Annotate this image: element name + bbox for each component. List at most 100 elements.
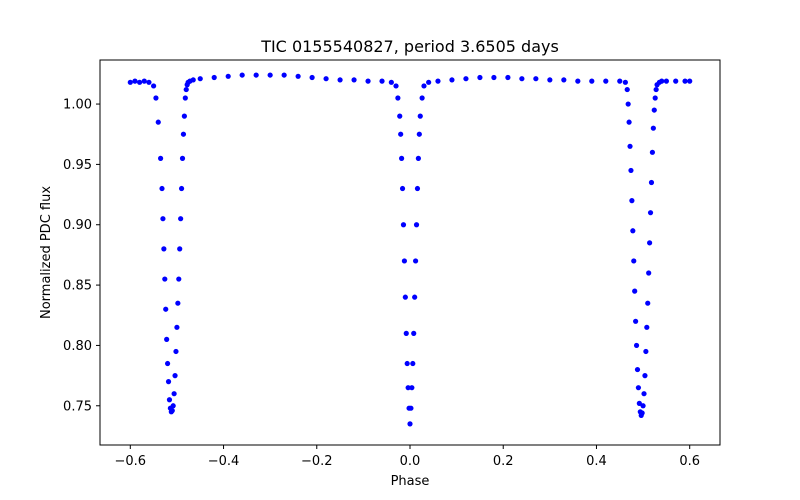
data-point bbox=[642, 373, 648, 379]
data-point bbox=[395, 95, 401, 101]
x-tick-label: 0.0 bbox=[400, 454, 421, 469]
data-point bbox=[405, 385, 411, 391]
data-point bbox=[416, 131, 422, 137]
data-point bbox=[491, 74, 497, 81]
data-point bbox=[648, 179, 655, 186]
data-point bbox=[626, 119, 632, 125]
data-point bbox=[161, 246, 167, 252]
data-point bbox=[173, 348, 179, 355]
data-point bbox=[673, 78, 679, 84]
x-tick-label: 0.4 bbox=[586, 454, 607, 469]
data-point bbox=[132, 78, 138, 84]
data-point bbox=[633, 342, 640, 349]
data-point bbox=[197, 76, 203, 82]
data-point bbox=[403, 330, 409, 336]
data-point bbox=[639, 410, 645, 416]
data-point bbox=[426, 79, 432, 85]
data-point bbox=[165, 379, 172, 385]
data-point bbox=[180, 131, 187, 137]
data-point bbox=[412, 294, 418, 300]
data-point bbox=[651, 107, 657, 113]
data-point bbox=[634, 366, 641, 373]
data-point bbox=[176, 276, 182, 282]
data-point bbox=[603, 78, 609, 84]
data-point bbox=[589, 78, 595, 84]
x-tick-label: −0.2 bbox=[301, 454, 333, 469]
data-point bbox=[477, 74, 483, 81]
data-point bbox=[397, 113, 403, 119]
data-point bbox=[127, 79, 133, 85]
data-point bbox=[647, 240, 653, 246]
data-point bbox=[158, 155, 164, 161]
data-point bbox=[164, 336, 170, 342]
data-point bbox=[644, 324, 650, 330]
data-point bbox=[155, 119, 161, 125]
data-point bbox=[435, 78, 441, 84]
data-point bbox=[141, 78, 147, 84]
y-tick-label: 0.80 bbox=[63, 339, 92, 354]
data-point bbox=[632, 288, 638, 294]
data-point bbox=[663, 78, 669, 84]
data-point bbox=[411, 330, 417, 336]
data-point bbox=[414, 185, 421, 192]
data-point bbox=[211, 74, 217, 81]
data-point bbox=[652, 95, 658, 101]
data-point bbox=[647, 210, 654, 216]
data-point bbox=[561, 77, 567, 83]
data-point bbox=[645, 300, 651, 306]
data-point bbox=[169, 408, 175, 414]
data-point bbox=[267, 72, 273, 78]
data-point bbox=[643, 348, 649, 355]
data-point bbox=[622, 79, 628, 85]
data-point bbox=[172, 373, 178, 379]
data-point bbox=[410, 360, 416, 367]
data-point bbox=[175, 300, 181, 306]
data-point bbox=[653, 86, 659, 93]
data-point bbox=[393, 83, 399, 89]
data-point bbox=[179, 155, 186, 161]
data-point bbox=[650, 125, 656, 131]
data-point bbox=[178, 216, 184, 222]
y-tick-label: 0.95 bbox=[63, 158, 92, 173]
data-point bbox=[635, 385, 642, 391]
data-point bbox=[400, 222, 407, 228]
data-point bbox=[351, 77, 357, 83]
chart-title: TIC 0155540827, period 3.6505 days bbox=[260, 37, 559, 56]
data-point bbox=[649, 149, 656, 155]
data-point bbox=[171, 391, 177, 397]
data-point bbox=[181, 113, 187, 119]
data-point bbox=[628, 167, 634, 174]
data-point bbox=[519, 76, 525, 82]
data-point bbox=[421, 83, 427, 89]
data-point bbox=[401, 258, 408, 264]
data-point bbox=[337, 77, 343, 83]
data-point bbox=[415, 155, 421, 161]
x-tick-label: 0.6 bbox=[679, 454, 700, 469]
data-point bbox=[365, 78, 371, 84]
data-point bbox=[163, 306, 169, 312]
y-tick-label: 0.75 bbox=[63, 399, 92, 414]
data-point bbox=[151, 83, 157, 89]
data-point bbox=[399, 155, 405, 161]
data-point bbox=[162, 276, 168, 282]
y-tick-label: 0.85 bbox=[63, 279, 92, 294]
y-tick-label: 0.90 bbox=[63, 218, 92, 233]
data-point bbox=[160, 216, 166, 222]
y-axis-label: Normalized PDC flux bbox=[39, 186, 54, 319]
data-point bbox=[281, 72, 287, 78]
data-point bbox=[617, 78, 623, 84]
x-axis-ticks: −0.6 −0.4 −0.2 0.0 0.2 0.4 0.6 bbox=[115, 445, 700, 469]
data-point bbox=[409, 385, 415, 391]
data-points bbox=[127, 72, 693, 427]
data-point bbox=[153, 95, 159, 101]
data-point bbox=[178, 185, 185, 192]
data-point bbox=[659, 78, 665, 84]
data-point bbox=[295, 73, 301, 79]
data-point bbox=[253, 72, 259, 78]
data-point bbox=[625, 101, 631, 107]
data-point bbox=[398, 131, 404, 137]
data-point bbox=[417, 113, 423, 119]
data-point bbox=[309, 74, 315, 81]
